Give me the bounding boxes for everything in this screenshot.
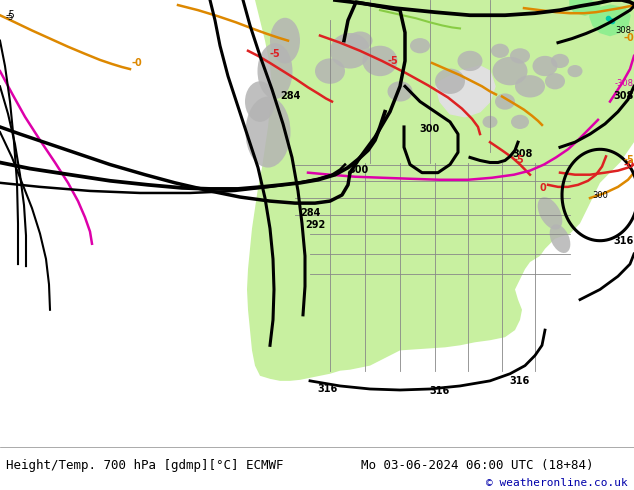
Polygon shape: [436, 66, 495, 117]
Text: Height/Temp. 700 hPa [gdmp][°C] ECMWF: Height/Temp. 700 hPa [gdmp][°C] ECMWF: [6, 459, 284, 472]
Text: -5: -5: [6, 13, 14, 23]
Text: -308: -308: [615, 79, 634, 88]
Text: 316: 316: [510, 376, 530, 386]
Text: 316: 316: [614, 236, 634, 246]
Text: -0: -0: [623, 160, 634, 170]
Polygon shape: [570, 0, 600, 15]
Ellipse shape: [495, 94, 515, 110]
Text: 284: 284: [300, 208, 320, 218]
Ellipse shape: [245, 81, 275, 122]
Text: 284: 284: [280, 92, 301, 101]
Ellipse shape: [458, 51, 482, 71]
Text: 300: 300: [420, 124, 440, 134]
Text: 300: 300: [348, 165, 368, 175]
Text: 316: 316: [430, 386, 450, 396]
Ellipse shape: [257, 43, 292, 99]
Ellipse shape: [567, 65, 583, 77]
Text: -0: -0: [623, 33, 634, 43]
Ellipse shape: [410, 38, 430, 53]
Ellipse shape: [482, 116, 498, 128]
Ellipse shape: [315, 58, 345, 84]
Ellipse shape: [533, 56, 557, 76]
Text: -5: -5: [6, 10, 16, 20]
Polygon shape: [160, 0, 634, 381]
Ellipse shape: [510, 48, 530, 64]
Text: 308: 308: [512, 149, 533, 159]
Ellipse shape: [493, 57, 527, 85]
Ellipse shape: [435, 69, 465, 94]
Text: -5: -5: [388, 56, 399, 66]
Text: 300: 300: [592, 191, 608, 199]
Text: 0: 0: [540, 183, 546, 193]
Text: 308-: 308-: [615, 26, 634, 35]
Ellipse shape: [330, 33, 370, 69]
Text: -5: -5: [270, 49, 281, 59]
Text: © weatheronline.co.uk: © weatheronline.co.uk: [486, 478, 628, 488]
Text: 316: 316: [318, 384, 338, 394]
Text: 292: 292: [305, 220, 325, 230]
Ellipse shape: [515, 75, 545, 98]
Ellipse shape: [245, 97, 290, 168]
Text: -5: -5: [623, 154, 634, 165]
Ellipse shape: [347, 31, 373, 50]
Ellipse shape: [550, 224, 571, 253]
Text: 308: 308: [614, 92, 634, 101]
Ellipse shape: [551, 54, 569, 68]
Ellipse shape: [270, 18, 300, 64]
Text: Mo 03-06-2024 06:00 UTC (18+84): Mo 03-06-2024 06:00 UTC (18+84): [361, 459, 594, 472]
Ellipse shape: [545, 73, 565, 89]
Text: -5: -5: [514, 154, 525, 165]
Text: -0: -0: [132, 58, 143, 68]
Polygon shape: [590, 5, 630, 36]
Ellipse shape: [538, 197, 562, 229]
Ellipse shape: [491, 44, 509, 58]
Ellipse shape: [511, 115, 529, 129]
Ellipse shape: [363, 46, 398, 76]
Ellipse shape: [387, 81, 413, 101]
